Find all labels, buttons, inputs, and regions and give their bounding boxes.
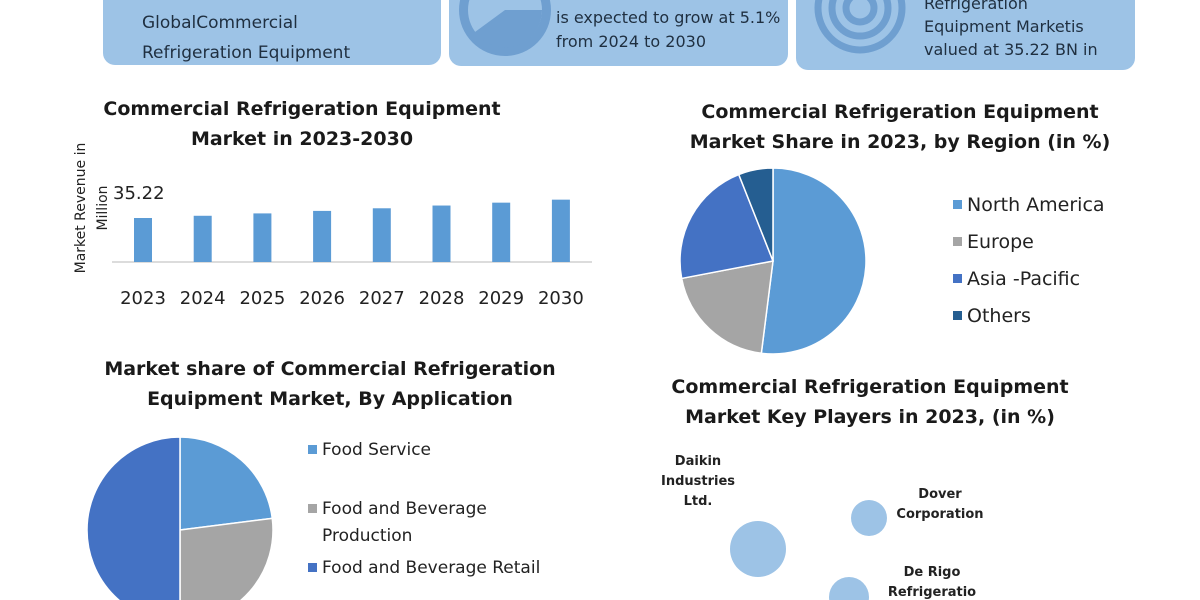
legend-label: Others: [967, 305, 1031, 327]
pie-slice: [680, 260, 774, 355]
bubble: [730, 521, 786, 577]
bar: [551, 199, 570, 262]
banner-box: [796, 0, 1135, 70]
x-tick-label: 2026: [299, 288, 345, 309]
x-tick-label: 2024: [179, 288, 226, 309]
bubble: [829, 577, 869, 600]
chart-title: Commercial Refrigeration Equipment Marke…: [671, 376, 1069, 428]
bubble: [851, 500, 887, 536]
legend-label: Food and Beverage Production: [322, 499, 487, 546]
bubble-label: Dover Corporation: [896, 487, 984, 522]
pie-slice: [179, 436, 274, 531]
legend-swatch: [953, 274, 962, 283]
x-tick-label: 2028: [418, 288, 465, 309]
chart-title: Commercial Refrigeration Equipment Marke…: [689, 101, 1111, 153]
legend-swatch: [308, 445, 317, 454]
x-tick-label: 2029: [478, 288, 525, 309]
legend-label: Food Service: [322, 440, 431, 460]
bubble-label: Daikin Industries Ltd.: [660, 454, 736, 509]
banner-text: GlobalCommercial Refrigeration Equipment: [142, 13, 351, 63]
bar: [253, 213, 272, 262]
pie-slice: [737, 167, 774, 262]
chart-title: Commercial Refrigeration Equipment Marke…: [103, 98, 501, 150]
pie-icon: [459, 0, 551, 56]
data-label: 35.22: [113, 183, 165, 204]
legend-label: Food and Beverage Retail: [322, 558, 541, 578]
legend-label: Asia -Pacific: [967, 268, 1081, 290]
legend-label: North America: [967, 194, 1105, 216]
bar: [372, 208, 391, 262]
legend-swatch: [308, 504, 317, 513]
banner-text: is expected to grow at 5.1% from 2024 to…: [556, 8, 781, 51]
x-tick-label: 2030: [537, 288, 584, 309]
y-axis-label: Market Revenue in Million: [73, 142, 111, 274]
target-icon: [814, 0, 906, 54]
legend-swatch: [953, 311, 962, 320]
bar: [492, 202, 511, 262]
bar: [134, 218, 152, 262]
x-tick-label: 2027: [358, 288, 405, 309]
bubble-label: De Rigo Refrigeratio: [887, 565, 977, 600]
bar: [313, 210, 332, 262]
pie-slice: [179, 517, 274, 600]
banner-box: [103, 0, 441, 65]
x-tick-label: 2023: [120, 288, 166, 309]
pie-slice: [679, 173, 775, 280]
bar: [432, 205, 451, 262]
banner-text: Refrigeration Equipment Marketis valued …: [924, 0, 1098, 59]
pie-slice: [86, 436, 181, 600]
legend-swatch: [308, 563, 317, 572]
legend-swatch: [953, 237, 962, 246]
legend-swatch: [953, 200, 962, 209]
chart-title: Market share of Commercial Refrigeration…: [104, 358, 556, 410]
legend-label: Europe: [967, 231, 1034, 253]
x-tick-label: 2025: [239, 288, 286, 309]
bar: [193, 215, 212, 262]
pie-slice: [760, 167, 867, 355]
